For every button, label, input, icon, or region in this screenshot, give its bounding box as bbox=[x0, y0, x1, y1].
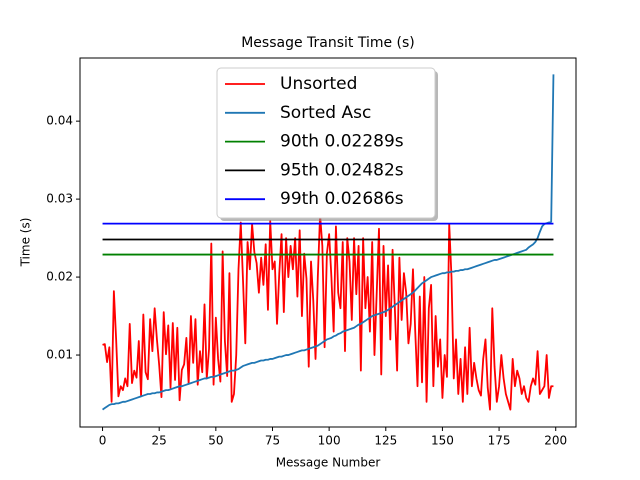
x-tick-label: 175 bbox=[488, 434, 511, 448]
x-tick-label: 50 bbox=[208, 434, 223, 448]
legend-label: 95th 0.02482s bbox=[280, 160, 404, 180]
plot-frame bbox=[79, 57, 577, 428]
legend-label: Sorted Asc bbox=[280, 103, 371, 123]
x-tick-label: 0 bbox=[99, 434, 107, 448]
x-tick-label: 25 bbox=[152, 434, 167, 448]
legend-box bbox=[216, 67, 436, 219]
y-tick-label: 0.01 bbox=[46, 348, 73, 362]
x-tick-label: 125 bbox=[374, 434, 397, 448]
y-tick-label: 0.03 bbox=[46, 192, 73, 206]
data-line bbox=[102, 213, 554, 411]
x-tick-label: 150 bbox=[431, 434, 454, 448]
x-axis-label: Message Number bbox=[276, 456, 381, 470]
data-line bbox=[102, 74, 555, 411]
y-tick-label: 0.02 bbox=[46, 270, 73, 284]
y-axis-label: Time (s) bbox=[19, 218, 33, 268]
legend: Unsorted Sorted Asc 90th 0.02289s 95th 0.02… bbox=[216, 67, 438, 221]
legend-label: Unsorted bbox=[280, 74, 357, 94]
x-tick-label: 200 bbox=[544, 434, 567, 448]
chart-title: Message Transit Time (s) bbox=[241, 35, 415, 51]
x-tick-label: 100 bbox=[318, 434, 341, 448]
legend-label: 99th 0.02686s bbox=[280, 189, 404, 209]
y-tick-label: 0.04 bbox=[46, 114, 73, 128]
x-tick-label: 75 bbox=[265, 434, 280, 448]
legend-label: 90th 0.02289s bbox=[280, 132, 404, 152]
